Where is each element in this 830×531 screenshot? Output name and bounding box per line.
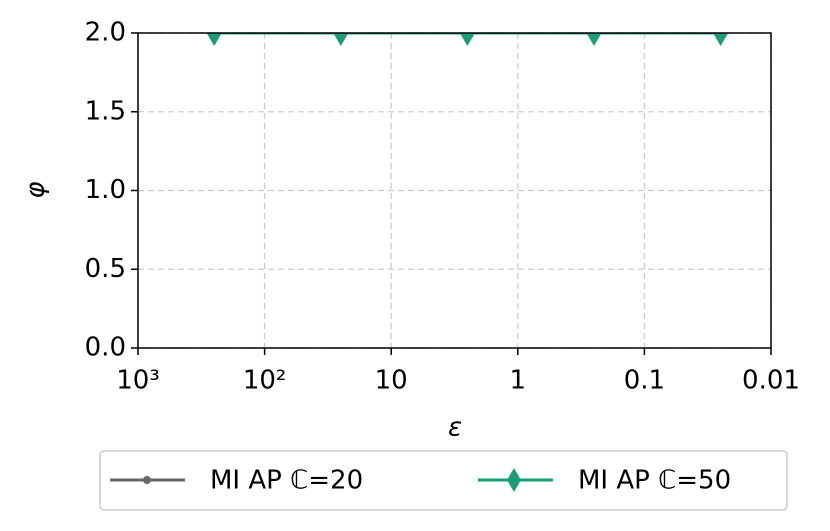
- marker: [206, 33, 222, 46]
- marker: [333, 33, 349, 46]
- marker: [586, 33, 602, 46]
- x-tick-label: 0.01: [742, 366, 800, 396]
- x-tick-label: 10²: [243, 366, 287, 396]
- x-tick-label: 0.1: [624, 366, 665, 396]
- marker: [459, 33, 475, 46]
- plot-area: [206, 33, 729, 46]
- legend-label: MI AP ℂ=20: [210, 466, 363, 496]
- y-tick-label: 0.0: [85, 333, 126, 363]
- y-tick-label: 2.0: [85, 18, 126, 48]
- legend-marker: [507, 468, 521, 492]
- legend-label: MI AP ℂ=50: [578, 466, 731, 496]
- x-axis-label: ε: [448, 413, 462, 443]
- y-tick-label: 0.5: [85, 254, 126, 284]
- x-tick-label: 1: [510, 366, 527, 396]
- y-tick-label: 1.0: [85, 175, 126, 205]
- y-axis-label: φ: [21, 181, 51, 198]
- axes-frame: [137, 32, 772, 349]
- y-tick-label: 1.5: [85, 96, 126, 126]
- marker: [713, 33, 729, 46]
- legend-marker: [143, 476, 151, 484]
- legend-box: [99, 450, 788, 511]
- x-tick-label: 10: [375, 366, 408, 396]
- x-tick-label: 10³: [116, 366, 160, 396]
